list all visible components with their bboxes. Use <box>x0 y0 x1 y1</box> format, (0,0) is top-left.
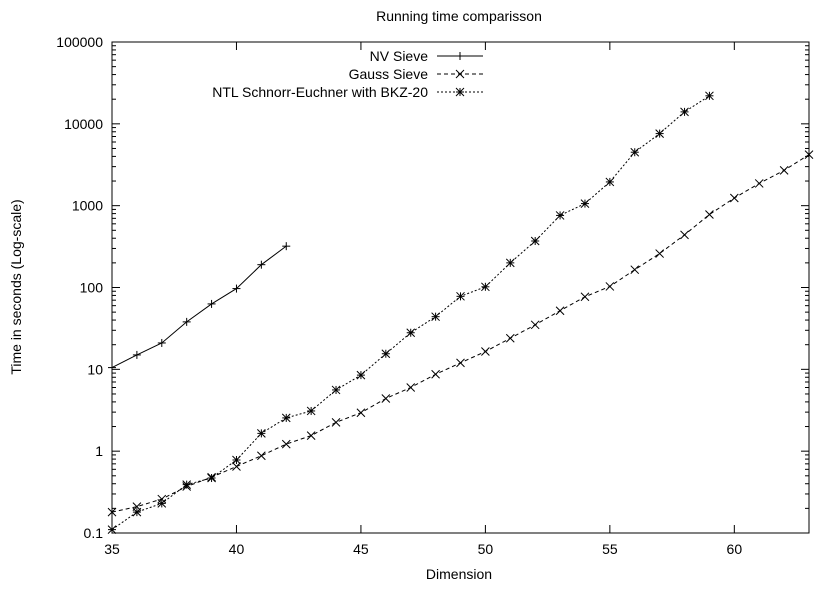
data-point-ntl-schnorr-euchner-with-bkz-20 <box>456 291 465 301</box>
series-line-nv-sieve <box>111 245 287 369</box>
data-point-nv-sieve <box>108 363 116 372</box>
data-point-nv-sieve <box>132 350 141 359</box>
y-tick-label: 100 <box>80 280 104 296</box>
data-point-ntl-schnorr-euchner-with-bkz-20 <box>530 236 540 246</box>
data-point-gauss-sieve <box>406 383 416 392</box>
data-point-ntl-schnorr-euchner-with-bkz-20 <box>182 480 192 489</box>
x-tick-label: 35 <box>104 541 120 557</box>
y-tick-label: 10 <box>87 361 103 377</box>
data-point-ntl-schnorr-euchner-with-bkz-20 <box>655 129 664 138</box>
legend-label-gauss-sieve: Gauss Sieve <box>349 66 429 82</box>
data-point-ntl-schnorr-euchner-with-bkz-20 <box>680 107 689 117</box>
plot-frame <box>111 41 810 534</box>
x-axis-label: Dimension <box>426 566 492 582</box>
data-point-gauss-sieve <box>232 462 241 471</box>
data-point-gauss-sieve <box>505 333 515 343</box>
data-point-nv-sieve <box>282 242 291 251</box>
data-point-gauss-sieve <box>729 193 739 203</box>
data-point-gauss-sieve <box>356 408 366 418</box>
y-tick-label: 1 <box>95 443 103 459</box>
data-point-gauss-sieve <box>655 249 664 258</box>
data-point-ntl-schnorr-euchner-with-bkz-20 <box>257 429 266 438</box>
x-tick-label: 40 <box>229 541 245 557</box>
series-line-gauss-sieve <box>111 154 810 513</box>
data-point-gauss-sieve <box>157 494 167 504</box>
data-point-gauss-sieve <box>705 210 714 219</box>
data-point-ntl-schnorr-euchner-with-bkz-20 <box>331 385 341 395</box>
legend-label-nv-sieve: NV Sieve <box>370 48 429 64</box>
data-point-gauss-sieve <box>456 358 465 368</box>
data-point-gauss-sieve <box>754 179 764 188</box>
data-point-ntl-schnorr-euchner-with-bkz-20 <box>157 499 167 508</box>
y-tick-label: 100000 <box>56 34 103 50</box>
y-axis-label: Time in seconds (Log-scale) <box>8 199 24 374</box>
data-point-gauss-sieve <box>804 150 814 160</box>
data-point-ntl-schnorr-euchner-with-bkz-20 <box>481 282 490 292</box>
data-point-gauss-sieve <box>257 451 266 461</box>
legend: NV Sieve Gauss Sieve NTL Schnorr-Euchner w… <box>212 48 483 100</box>
data-point-gauss-sieve <box>605 282 615 291</box>
legend-marker-gauss-sieve <box>455 69 465 79</box>
data-point-ntl-schnorr-euchner-with-bkz-20 <box>630 147 640 157</box>
data-point-gauss-sieve <box>779 166 789 175</box>
data-point-ntl-schnorr-euchner-with-bkz-20 <box>281 413 291 423</box>
data-point-gauss-sieve <box>680 230 689 240</box>
data-point-gauss-sieve <box>381 394 391 403</box>
data-point-gauss-sieve <box>555 306 565 316</box>
axis-ticks: 35 40 45 50 55 60 0.1 1 10 100 1000 10000 100000 <box>56 34 809 557</box>
data-point-ntl-schnorr-euchner-with-bkz-20 <box>107 525 117 534</box>
series-layer <box>107 91 814 534</box>
data-point-ntl-schnorr-euchner-with-bkz-20 <box>580 199 590 208</box>
data-point-gauss-sieve <box>306 431 316 440</box>
data-point-gauss-sieve <box>481 347 490 356</box>
data-point-ntl-schnorr-euchner-with-bkz-20 <box>431 312 440 322</box>
data-point-ntl-schnorr-euchner-with-bkz-20 <box>232 455 241 465</box>
legend-marker-ntl-schnorr-euchner-with-bkz-20 <box>455 87 465 97</box>
legend-marker-nv-sieve <box>456 52 464 60</box>
x-tick-label: 60 <box>727 541 743 557</box>
x-tick-label: 45 <box>353 541 369 557</box>
data-point-ntl-schnorr-euchner-with-bkz-20 <box>555 211 565 220</box>
data-point-nv-sieve <box>157 338 166 347</box>
data-point-ntl-schnorr-euchner-with-bkz-20 <box>381 349 391 359</box>
chart-title: Running time comparisson <box>376 8 542 24</box>
data-point-nv-sieve <box>232 284 241 293</box>
y-tick-label: 1000 <box>72 198 103 214</box>
data-point-nv-sieve <box>182 317 191 326</box>
series-line-ntl-schnorr-euchner-with-bkz-20 <box>111 95 710 531</box>
data-point-ntl-schnorr-euchner-with-bkz-20 <box>356 370 366 380</box>
data-point-gauss-sieve <box>431 369 440 379</box>
data-point-nv-sieve <box>207 299 216 308</box>
data-point-gauss-sieve <box>281 439 291 449</box>
data-point-ntl-schnorr-euchner-with-bkz-20 <box>207 473 216 483</box>
data-point-ntl-schnorr-euchner-with-bkz-20 <box>705 91 714 101</box>
data-point-ntl-schnorr-euchner-with-bkz-20 <box>132 507 142 517</box>
data-point-ntl-schnorr-euchner-with-bkz-20 <box>605 177 615 187</box>
data-point-gauss-sieve <box>580 292 590 302</box>
data-point-gauss-sieve <box>107 507 117 517</box>
data-point-gauss-sieve <box>331 417 341 427</box>
data-point-gauss-sieve <box>530 320 540 330</box>
y-tick-label: 10000 <box>64 116 103 132</box>
x-tick-label: 55 <box>602 541 618 557</box>
data-point-ntl-schnorr-euchner-with-bkz-20 <box>406 328 416 338</box>
y-tick-label: 0.1 <box>84 525 104 541</box>
x-tick-label: 50 <box>478 541 494 557</box>
data-point-ntl-schnorr-euchner-with-bkz-20 <box>306 406 316 416</box>
data-point-ntl-schnorr-euchner-with-bkz-20 <box>505 258 515 268</box>
data-point-gauss-sieve <box>630 265 640 275</box>
data-point-nv-sieve <box>257 260 266 269</box>
legend-label-ntl-schnorr-euchner-with-bkz-20: NTL Schnorr-Euchner with BKZ-20 <box>212 84 428 100</box>
